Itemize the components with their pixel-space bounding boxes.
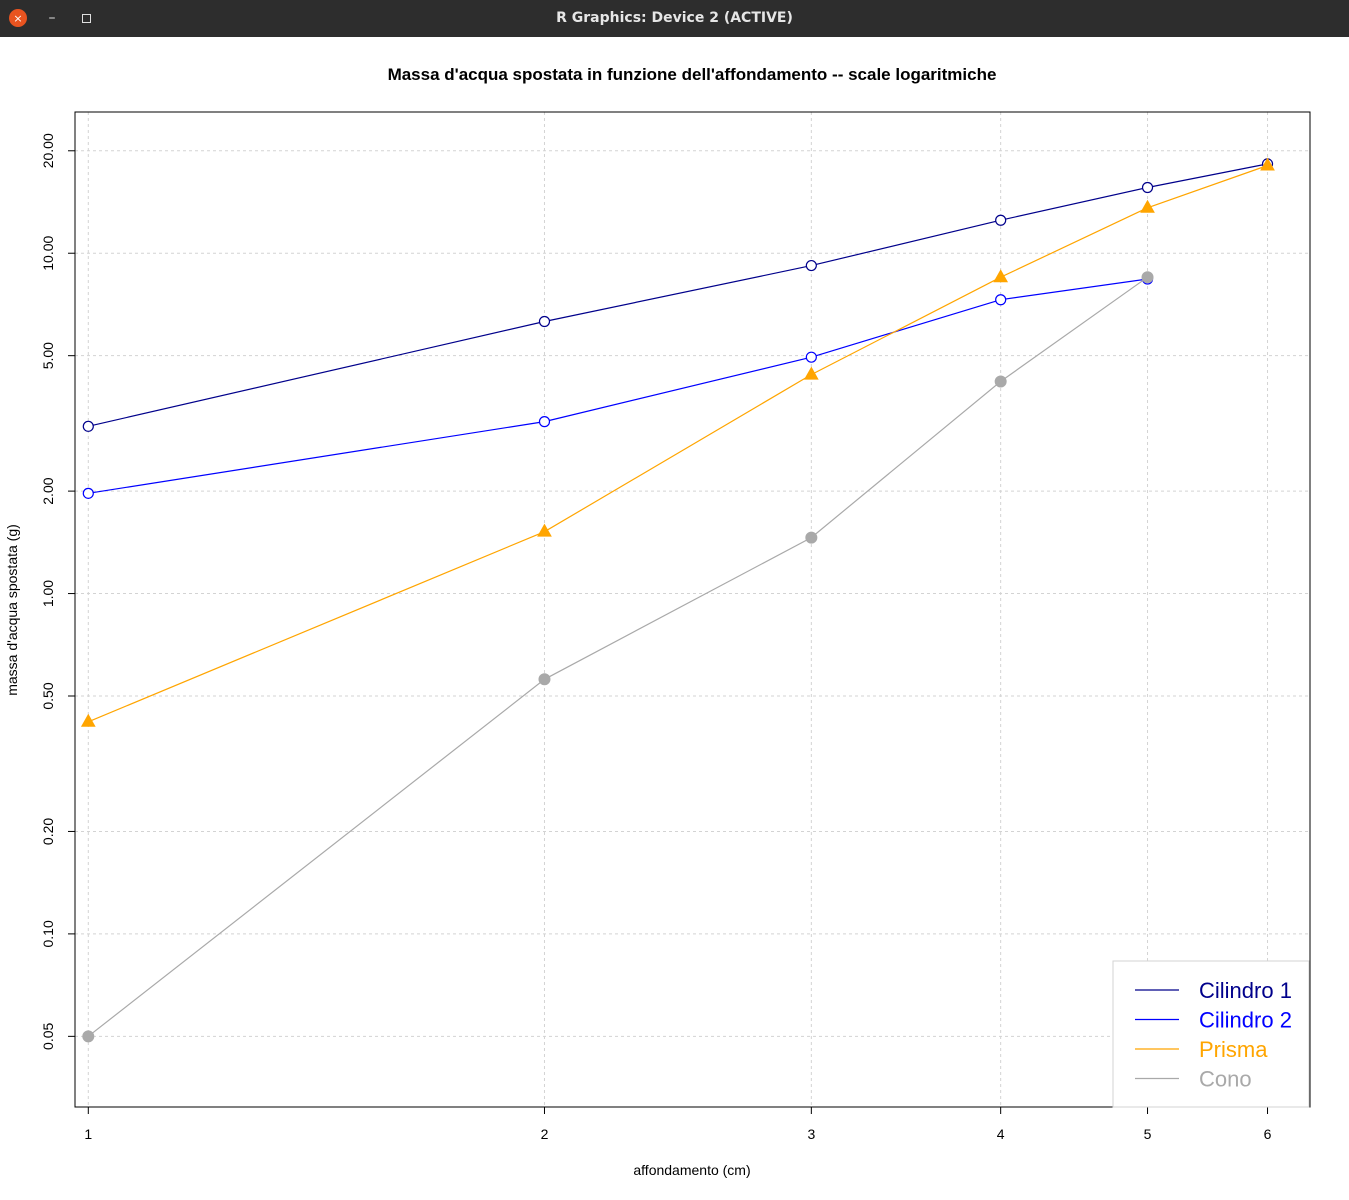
data-point xyxy=(82,420,94,432)
legend-label: Cono xyxy=(1199,1067,1252,1092)
data-point xyxy=(995,294,1007,306)
window-titlebar: × – R Graphics: Device 2 (ACTIVE) xyxy=(0,0,1349,37)
y-tick-label: 0.05 xyxy=(40,1023,56,1050)
close-button[interactable]: × xyxy=(9,9,27,27)
data-point xyxy=(1141,181,1154,194)
series-layer xyxy=(80,157,1275,1043)
x-tick-label: 1 xyxy=(84,1126,92,1142)
data-point xyxy=(80,713,96,727)
close-icon: × xyxy=(13,11,23,25)
chart: 1 2 3 4 5 6 0.05 0.10 0.20 0.50 1.00 2.00 5.00 10.00 2… xyxy=(4,65,1311,1178)
y-tick-label: 10.00 xyxy=(40,236,56,271)
series-line xyxy=(87,276,1148,1037)
data-point xyxy=(993,269,1009,283)
x-tick-label: 3 xyxy=(807,1126,815,1142)
data-point xyxy=(805,351,817,363)
data-point xyxy=(1140,199,1155,213)
data-point xyxy=(537,523,552,537)
window-title: R Graphics: Device 2 (ACTIVE) xyxy=(556,10,793,26)
y-tick-label: 5.00 xyxy=(40,342,56,369)
series-line xyxy=(88,278,1148,494)
x-tick-label: 2 xyxy=(541,1126,549,1142)
x-axis-label: affondamento (cm) xyxy=(633,1162,750,1178)
data-point xyxy=(82,487,94,499)
legend-box xyxy=(1112,960,1310,1108)
legend-label: Prisma xyxy=(1199,1037,1268,1062)
data-point xyxy=(805,531,818,544)
data-point xyxy=(1260,157,1275,171)
maximize-button[interactable] xyxy=(77,9,95,27)
y-tick-label: 1.00 xyxy=(40,580,56,607)
legend: Cilindro 1 Cilindro 2 Prisma Cono xyxy=(1112,960,1310,1108)
y-tick-label: 0.50 xyxy=(40,682,56,709)
y-tick-label: 20.00 xyxy=(40,133,56,168)
y-tick-label: 2.00 xyxy=(40,477,56,504)
data-point xyxy=(538,315,551,328)
y-tick-label: 0.20 xyxy=(40,818,56,845)
data-point xyxy=(538,673,551,686)
y-tick-label: 0.10 xyxy=(40,920,56,947)
x-tick-label: 6 xyxy=(1264,1126,1272,1142)
axes: 1 2 3 4 5 6 0.05 0.10 0.20 0.50 1.00 2.00 5.00 10.00 2… xyxy=(40,133,1272,1142)
grid xyxy=(75,112,1310,1107)
maximize-icon xyxy=(81,13,91,23)
x-tick-label: 4 xyxy=(997,1126,1005,1142)
legend-label: Cilindro 1 xyxy=(1199,978,1292,1003)
minimize-button[interactable]: – xyxy=(43,9,61,27)
chart-title: Massa d'acqua spostata in funzione dell'… xyxy=(388,65,997,84)
series-line xyxy=(88,164,1268,723)
y-axis-label: massa d'acqua spostata (g) xyxy=(4,524,20,696)
data-point xyxy=(538,416,551,428)
x-tick-label: 5 xyxy=(1144,1126,1152,1142)
minimize-icon: – xyxy=(48,10,56,26)
plot-frame xyxy=(74,111,1311,1108)
data-point xyxy=(82,1030,95,1043)
data-point xyxy=(995,214,1007,226)
legend-label: Cilindro 2 xyxy=(1199,1008,1292,1033)
series-line xyxy=(88,163,1268,427)
data-point xyxy=(805,259,817,272)
data-point xyxy=(803,366,819,380)
data-point xyxy=(1141,271,1154,284)
data-point xyxy=(994,375,1007,388)
